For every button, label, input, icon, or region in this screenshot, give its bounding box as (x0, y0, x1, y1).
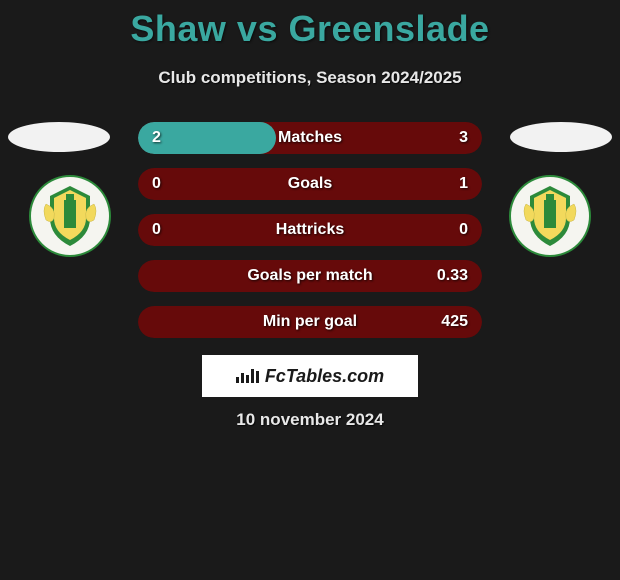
shield-icon (28, 174, 112, 258)
stat-value-right: 0.33 (437, 267, 468, 285)
subtitle: Club competitions, Season 2024/2025 (0, 68, 620, 88)
comparison-infographic: Shaw vs Greenslade Club competitions, Se… (0, 0, 620, 580)
stat-value-right: 0 (459, 221, 468, 239)
player-right-avatar-placeholder (510, 122, 612, 152)
stat-label: Goals (288, 175, 332, 193)
stat-value-right: 425 (441, 313, 468, 331)
stat-label: Hattricks (276, 221, 344, 239)
brand-box: FcTables.com (202, 355, 418, 397)
stat-label: Goals per match (247, 267, 372, 285)
club-badge-left (28, 174, 112, 258)
stat-value-left: 0 (152, 175, 161, 193)
brand-label: FcTables.com (265, 366, 384, 387)
page-title: Shaw vs Greenslade (0, 0, 620, 50)
date-label: 10 november 2024 (236, 410, 383, 430)
stat-bar: 425 Min per goal (138, 306, 482, 338)
stat-value-right: 3 (459, 129, 468, 147)
player-left-avatar-placeholder (8, 122, 110, 152)
stat-bar: 0 0 Hattricks (138, 214, 482, 246)
shield-icon (508, 174, 592, 258)
stat-bar: 0.33 Goals per match (138, 260, 482, 292)
stat-bar: 0 1 Goals (138, 168, 482, 200)
bar-chart-icon (236, 369, 259, 383)
stat-bars: 2 3 Matches 0 1 Goals 0 0 Hattricks 0.33 Goals per… (138, 122, 482, 352)
stat-value-right: 1 (459, 175, 468, 193)
stat-label: Min per goal (263, 313, 357, 331)
stat-label: Matches (278, 129, 342, 147)
club-badge-right (508, 174, 592, 258)
stat-bar: 2 3 Matches (138, 122, 482, 154)
stat-value-left: 2 (152, 129, 161, 147)
stat-value-left: 0 (152, 221, 161, 239)
